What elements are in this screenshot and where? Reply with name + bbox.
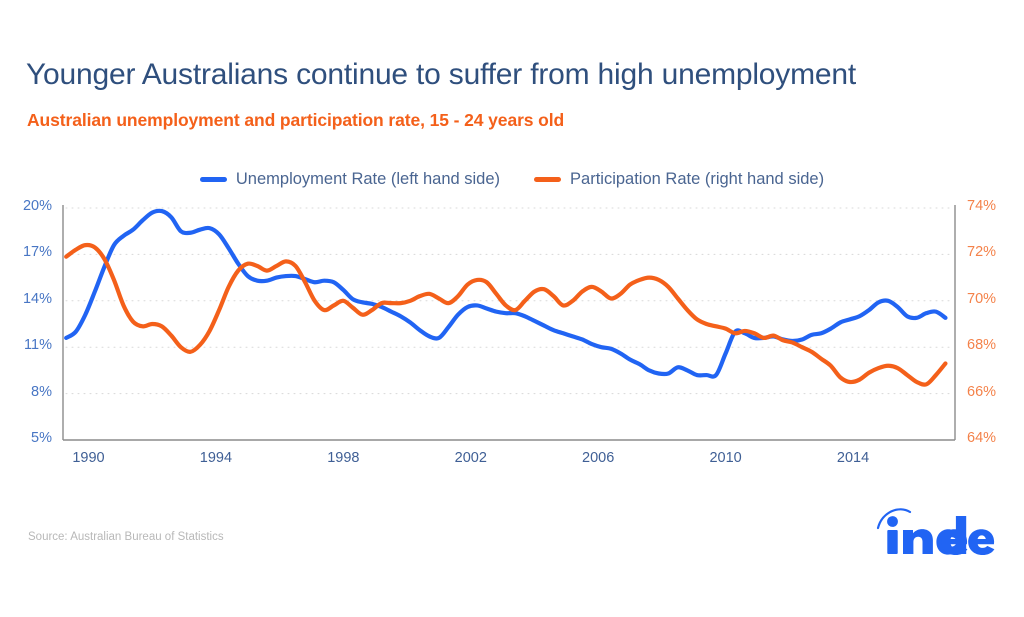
series-line-participation: [64, 242, 948, 387]
y-axis-left-tick-8: 8%: [31, 383, 52, 400]
legend-swatch-participation: [534, 177, 562, 182]
chart-legend: Unemployment Rate (left hand side) Parti…: [0, 170, 1024, 189]
legend-item-participation[interactable]: Participation Rate (right hand side): [534, 170, 824, 189]
page-subtitle: Australian unemployment and participatio…: [27, 110, 565, 130]
y-axis-left-tick-11: 11%: [24, 337, 52, 354]
source-note: Source: Australian Bureau of Statistics: [28, 531, 224, 543]
y-axis-right-tick-74: 74%: [967, 198, 997, 214]
x-axis-tick-1990: 1990: [72, 450, 105, 466]
x-axis-tick-2014: 2014: [836, 450, 870, 466]
x-axis-tick-2002: 2002: [454, 450, 487, 466]
x-axis-tick-1994: 1994: [199, 450, 233, 466]
y-axis-left-tick-14: 14%: [22, 290, 52, 307]
legend-item-unemployment[interactable]: Unemployment Rate (left hand side): [199, 170, 501, 189]
x-axis-tick-2006: 2006: [582, 450, 615, 466]
y-axis-left-tick-5: 5%: [31, 430, 52, 446]
x-axis-tick-2010: 2010: [709, 450, 742, 466]
y-axis-left-tick-17: 17%: [22, 244, 52, 261]
y-axis-right-tick-64: 64%: [967, 430, 997, 446]
y-axis-right-tick-68: 68%: [967, 337, 997, 354]
x-axis-tick-1998: 1998: [327, 450, 360, 466]
y-axis-left-tick-20: 20%: [22, 198, 52, 214]
y-axis-right-tick-66: 66%: [967, 383, 997, 400]
y-axis-right-tick-72: 72%: [967, 244, 997, 261]
legend-label-participation: Participation Rate (right hand side): [570, 170, 825, 188]
legend-label-unemployment: Unemployment Rate (left hand side): [235, 170, 501, 188]
indeed-logo[interactable]: indeed: [872, 502, 1000, 561]
y-axis-right-tick-70: 70%: [967, 290, 997, 307]
series-line-unemployment: [64, 208, 948, 379]
page-title: Younger Australians continue to suffer f…: [26, 58, 856, 91]
indeed-logo-mark: [876, 508, 995, 555]
legend-swatch-unemployment: [199, 177, 227, 182]
